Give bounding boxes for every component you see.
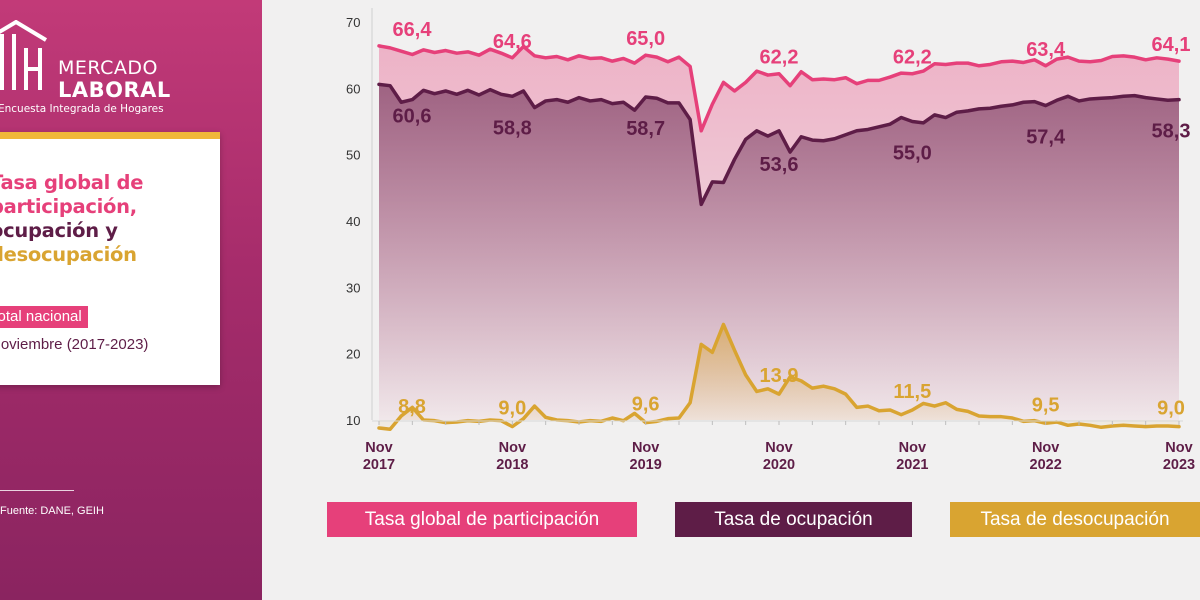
- card-title-line: desocupación: [0, 243, 137, 266]
- data-label-occupation: 58,7: [626, 118, 665, 140]
- data-label-occupation: 58,8: [493, 117, 532, 139]
- x-tick-label: Nov 2019: [630, 440, 662, 470]
- y-tick-label: 20: [346, 347, 360, 362]
- data-label-unemployment: 9,5: [1032, 394, 1060, 416]
- x-tick-label: Nov 2021: [896, 440, 928, 470]
- line-participation: [377, 44, 1181, 133]
- area-occupation: [379, 84, 1179, 420]
- y-tick-label: 30: [346, 280, 360, 295]
- card-title-line: participación,: [0, 195, 137, 218]
- data-label-participation: 64,6: [493, 31, 532, 53]
- y-tick-label: 10: [346, 413, 360, 428]
- x-tick-label: Nov 2022: [1030, 440, 1062, 470]
- y-tick-label: 40: [346, 214, 360, 229]
- logo-subtitle: Encuesta Integrada de Hogares: [0, 103, 164, 115]
- data-label-unemployment: 8,8: [398, 396, 426, 418]
- x-tick-label: Nov 2018: [496, 440, 528, 470]
- data-label-participation: 66,4: [393, 19, 433, 41]
- data-label-unemployment: 11,5: [893, 381, 931, 403]
- eih-logo-icon: [0, 20, 48, 90]
- data-label-participation: 65,0: [626, 28, 665, 50]
- y-tick-label: 60: [346, 81, 360, 96]
- divider: [0, 490, 74, 491]
- logo-word-mercado: MERCADO: [58, 57, 159, 79]
- x-tick-label: Nov 2023: [1163, 440, 1195, 470]
- data-label-occupation: 57,4: [1026, 127, 1066, 149]
- data-label-participation: 64,1: [1152, 34, 1191, 56]
- data-label-participation: 63,4: [1026, 39, 1066, 61]
- data-label-occupation: 53,6: [760, 154, 799, 176]
- period-label: Noviembre (2017-2023): [0, 336, 149, 353]
- data-label-unemployment: 13,9: [760, 365, 799, 387]
- card-title-line: Tasa global de: [0, 171, 144, 194]
- data-label-participation: 62,2: [893, 47, 932, 69]
- card-title: Tasa global de participación, ocupación …: [0, 171, 230, 267]
- scope-tag: Total nacional: [0, 306, 88, 328]
- data-label-unemployment: 9,0: [498, 398, 526, 420]
- card-title-line: ocupación y: [0, 219, 118, 242]
- line-chart: 66,4 64,6 65,0 62,2 62,2 63,4 64,1 60,6 58,8 58,7…: [346, 8, 1195, 470]
- data-label-participation: 62,2: [760, 47, 799, 69]
- y-tick-label: 50: [346, 148, 360, 163]
- data-label-occupation: 58,3: [1152, 121, 1191, 143]
- data-label-unemployment: 9,6: [632, 394, 660, 416]
- legend-participation: Tasa global de participación: [327, 502, 637, 537]
- data-label-unemployment: 9,0: [1157, 398, 1185, 420]
- data-label-occupation: 55,0: [893, 143, 932, 165]
- x-tick-label: Nov 2017: [363, 440, 395, 470]
- logo-word-laboral: LABORAL: [58, 78, 171, 102]
- data-label-occupation: 60,6: [393, 105, 432, 127]
- sidebar-panel: MERCADO LABORAL Encuesta Integrada de Ho…: [0, 0, 262, 600]
- source-note: Fuente: DANE, GEIH: [0, 505, 104, 517]
- area-unemployment: [379, 324, 1179, 430]
- x-tick-label: Nov 2020: [763, 440, 795, 470]
- line-occupation: [377, 82, 1181, 207]
- legend-occupation: Tasa de ocupación: [675, 502, 912, 537]
- y-tick-label: 70: [346, 15, 360, 30]
- info-card: Tasa global de participación, ocupación …: [0, 132, 220, 385]
- legend-unemployment: Tasa de desocupación: [950, 502, 1200, 537]
